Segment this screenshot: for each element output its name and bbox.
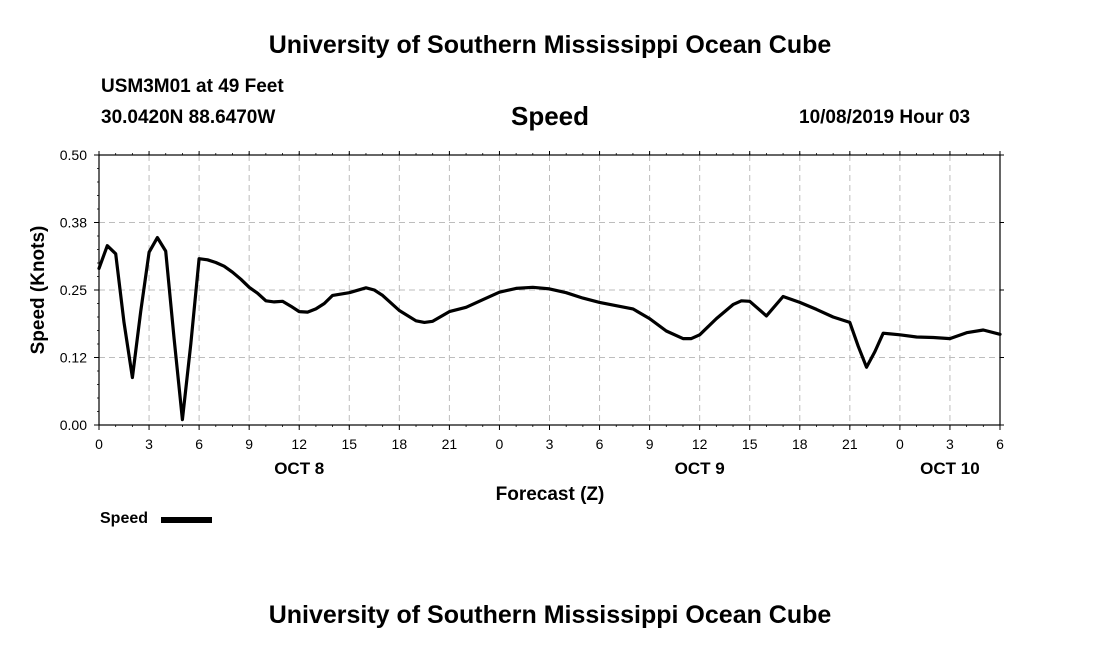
series-line-speed [97,236,1002,422]
y-tick-label: 0.00 [60,417,87,433]
x-tick-label: 3 [946,436,954,452]
x-tick-label: 21 [842,436,858,452]
plot-frame [98,154,1001,426]
date-label: OCT 8 [274,459,324,478]
date-label: OCT 9 [675,459,725,478]
x-tick-label: 3 [546,436,554,452]
chart-title: University of Southern Mississippi Ocean… [268,31,832,59]
legend-label: Speed [100,510,149,527]
x-tick-label: 21 [442,436,458,452]
x-tick-label: 6 [596,436,604,452]
y-tick-label: 0.50 [60,147,87,163]
x-axis-label: Forecast (Z) [496,484,605,505]
y-tick-label: 0.25 [60,282,87,298]
x-tick-label: 6 [195,436,203,452]
x-tick-label: 3 [145,436,153,452]
x-tick-label: 12 [291,436,307,452]
footer-title: University of Southern Mississippi Ocean… [268,601,832,629]
x-tick-label: 12 [692,436,708,452]
grid [99,155,1000,425]
legend-swatch [161,517,212,523]
y-tick-label: 0.38 [60,215,87,231]
datetime-label: 10/08/2019 Hour 03 [799,107,971,128]
tick-labels: 0 3 6 9 12 15 18 21 0 3 6 9 12 15 18 21 0 3 6 0.00 0.12 0.25 0… [60,147,1004,478]
x-tick-label: 18 [792,436,808,452]
x-tick-label: 15 [742,436,758,452]
x-tick-label: 15 [341,436,357,452]
variable-title: Speed [510,101,590,131]
x-tick-label: 0 [95,436,103,452]
coordinates-label: 30.0420N 88.6470W [101,107,276,128]
series-layer [97,236,1002,422]
x-tick-label: 0 [896,436,904,452]
y-tick-label: 0.12 [60,350,87,366]
x-tick-label: 6 [996,436,1004,452]
date-label: OCT 10 [920,459,980,478]
x-tick-label: 0 [496,436,504,452]
y-axis-label: Speed (Knots) [28,226,49,355]
station-label: USM3M01 at 49 Feet [101,76,284,97]
x-tick-label: 9 [646,436,654,452]
x-tick-label: 18 [392,436,408,452]
x-tick-label: 9 [245,436,253,452]
